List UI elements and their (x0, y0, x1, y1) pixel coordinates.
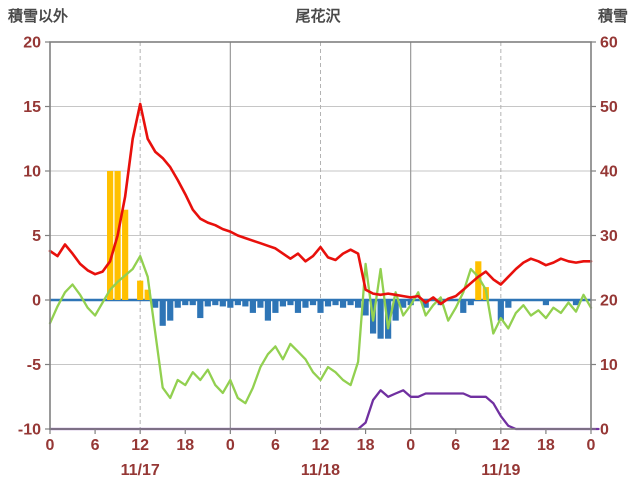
blue-bars-bar (152, 300, 159, 308)
blue-bars-bar (279, 300, 287, 307)
right-axis-tick-label: 50 (600, 99, 618, 116)
right-axis-tick-label: 20 (600, 293, 618, 310)
hour-tick-label: 6 (451, 437, 460, 454)
left-axis-tick-label: -10 (18, 422, 41, 439)
hour-tick-label: 18 (357, 437, 375, 454)
blue-bars-bar (227, 300, 234, 308)
blue-bars-bar (317, 300, 324, 313)
blue-bars-bar (167, 300, 174, 321)
blue-bars-bar (572, 300, 580, 306)
blue-bars-bar (400, 300, 407, 308)
blue-bars-bar (497, 300, 504, 321)
hour-tick-label: 18 (537, 437, 555, 454)
blue-bars-bar (294, 300, 302, 313)
blue-bars-bar (212, 300, 219, 306)
blue-bars-bar (542, 300, 550, 306)
green-line (48, 254, 593, 405)
blue-bars-bar (385, 300, 392, 339)
left-axis-tick-label: -5 (27, 357, 41, 374)
orange-bars-bar (137, 280, 144, 300)
blue-bars-bar (159, 300, 166, 326)
right-axis-tick-label: 60 (600, 35, 618, 52)
left-axis-tick-label: 0 (32, 293, 41, 310)
hour-tick-label: 6 (271, 437, 280, 454)
hour-tick-label: 12 (492, 437, 510, 454)
blue-bars-bar (257, 300, 264, 308)
blue-bars-bar (242, 300, 249, 307)
right-axis-tick-label: 30 (600, 228, 618, 245)
blue-bars-bar (302, 300, 309, 308)
orange-bars-bar (107, 171, 114, 300)
blue-bars-bar (264, 300, 272, 321)
left-axis-title: 積雪以外 (8, 8, 69, 25)
purple-line (48, 389, 600, 431)
right-axis-title: 積雪 (597, 8, 628, 25)
hour-tick-label: 0 (587, 437, 596, 454)
left-axis-tick-label: 5 (32, 228, 41, 245)
blue-bars-bar (182, 300, 189, 306)
blue-bars-bar (324, 300, 332, 307)
date-label: 11/18 (301, 462, 340, 479)
blue-bars-bar (189, 300, 196, 306)
blue-bars-bar (392, 300, 399, 321)
blue-bars-bar (354, 300, 362, 308)
blue-bars-bar (219, 300, 226, 307)
blue-bars-bar (460, 300, 467, 313)
blue-bars-bar (174, 300, 181, 308)
orange-bars-bar (475, 261, 482, 300)
right-axis-tick-label: 0 (600, 422, 609, 439)
hour-tick-label: 0 (226, 437, 235, 454)
blue-bars-bar (287, 300, 294, 306)
blue-bars-bar (197, 300, 204, 319)
blue-bars-bar (332, 300, 339, 306)
blue-bars-bar (204, 300, 211, 307)
hour-tick-label: 12 (131, 437, 149, 454)
blue-bars-bar (467, 300, 474, 306)
right-axis-tick-label: 10 (600, 357, 618, 374)
left-axis-tick-label: 15 (23, 99, 41, 116)
blue-bars-bar (362, 300, 369, 316)
blue-bars-bar (309, 300, 317, 306)
left-axis-tick-label: 20 (23, 35, 41, 52)
hour-tick-label: 0 (406, 437, 415, 454)
blue-bars-bar (407, 300, 414, 306)
orange-bars-bar (144, 289, 151, 300)
hour-tick-label: 18 (176, 437, 194, 454)
blue-bars-bar (272, 300, 279, 313)
red-line (48, 102, 593, 306)
hour-tick-label: 0 (46, 437, 55, 454)
hour-tick-label: 6 (91, 437, 100, 454)
blue-bars-bar (249, 300, 256, 313)
right-axis-tick-label: 40 (600, 164, 618, 181)
date-label: 11/17 (121, 462, 160, 479)
orange-bars-bar (122, 209, 129, 300)
blue-bars-bar (234, 300, 241, 306)
left-axis-tick-label: 10 (23, 164, 41, 181)
date-label: 11/19 (481, 462, 520, 479)
blue-bars-bar (377, 300, 384, 339)
blue-bars-bar (339, 300, 347, 308)
blue-bars-bar (505, 300, 512, 308)
chart-title: 尾花沢 (295, 8, 341, 25)
hour-tick-label: 12 (312, 437, 330, 454)
blue-bars-bar (347, 300, 354, 306)
